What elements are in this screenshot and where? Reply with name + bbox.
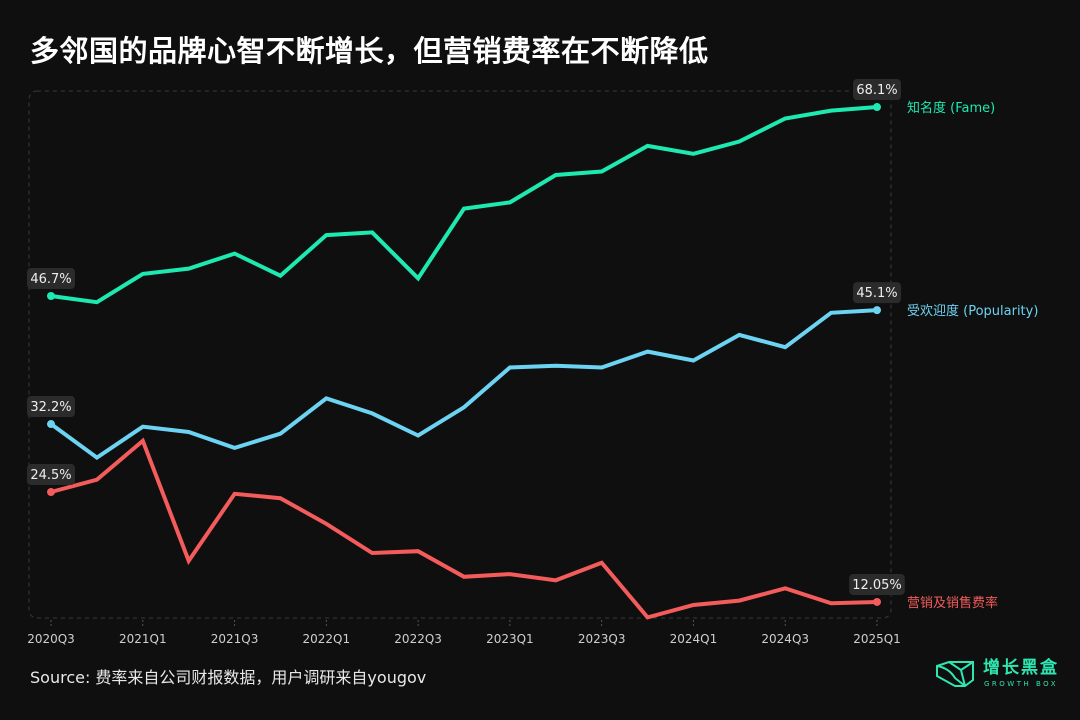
data-point xyxy=(873,103,881,112)
start-value-label: 32.2% xyxy=(30,400,71,415)
series-name-label: 知名度 (Fame) xyxy=(907,100,995,116)
data-point xyxy=(47,488,55,497)
chart-title: 多邻国的品牌心智不断增长，但营销费率在不断降低 xyxy=(30,34,709,68)
x-tick-label: 2021Q1 xyxy=(119,632,167,646)
data-point xyxy=(873,597,881,606)
data-point xyxy=(47,292,55,300)
end-value-label-bg xyxy=(849,573,905,595)
start-value-label-bg xyxy=(27,268,75,289)
end-value-label: 45.1% xyxy=(856,286,897,301)
x-tick-label: 2025Q1 xyxy=(853,632,901,646)
x-tick-label: 2024Q3 xyxy=(761,632,809,646)
logo-text-en: GROWTH BOX xyxy=(983,679,1059,688)
series-line xyxy=(49,308,878,461)
x-tick-label: 2021Q3 xyxy=(211,632,259,646)
logo-text-cn: 增长黑盒 xyxy=(983,657,1059,678)
series-line xyxy=(50,105,878,305)
start-value-label-bg xyxy=(27,464,75,486)
x-tick-label: 2020Q3 xyxy=(27,632,75,646)
x-tick-label: 2024Q1 xyxy=(670,632,718,646)
end-value-label-bg xyxy=(853,282,901,304)
x-tick-label: 2023Q1 xyxy=(486,632,534,646)
growth-box-logo: 增长黑盒 GROWTH BOX xyxy=(935,658,1059,688)
series-name-label: 受欢迎度 (Popularity) xyxy=(907,303,1038,319)
start-value-label-bg xyxy=(27,396,75,418)
line-chart: 2020Q3 2021Q1 2021Q3 2022Q1 2022Q3 2023Q1 2023… xyxy=(27,79,1038,646)
plot-frame xyxy=(28,90,892,619)
end-value-label: 68.1% xyxy=(856,83,897,98)
x-tick-label: 2022Q1 xyxy=(303,632,351,646)
data-point xyxy=(873,306,881,315)
source-note: Source: 费率来自公司财报数据，用户调研来自yougov xyxy=(30,668,427,687)
data-point xyxy=(47,420,55,429)
start-value-label: 24.5% xyxy=(30,468,71,483)
end-value-label: 12.05% xyxy=(852,578,902,593)
x-tick-label: 2022Q3 xyxy=(394,632,442,646)
series-line xyxy=(50,437,878,620)
x-tick-label: 2023Q3 xyxy=(578,632,626,646)
box-logo-icon xyxy=(936,661,974,687)
start-value-label: 46.7% xyxy=(30,272,71,287)
end-value-label-bg xyxy=(853,79,901,101)
series-name-label: 营销及销售费率 xyxy=(907,595,998,611)
